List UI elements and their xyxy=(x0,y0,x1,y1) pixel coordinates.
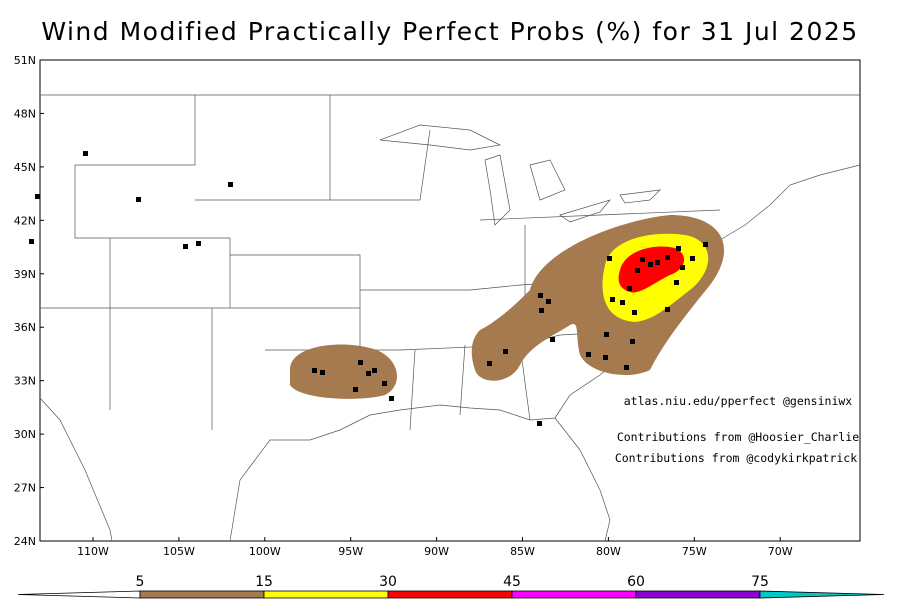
state-lines xyxy=(40,94,860,431)
lon-label: 105W xyxy=(163,545,195,558)
credit: Contributions from @codykirkpatrick xyxy=(615,451,857,465)
credit: Contributions from @Hoosier_Charlie xyxy=(617,430,859,444)
colorbar-segment xyxy=(139,590,265,599)
map-frame xyxy=(39,59,861,542)
title: Wind Modified Practically Perfect Probs … xyxy=(41,17,858,46)
colorbar-label: 60 xyxy=(627,574,645,590)
map xyxy=(29,59,861,542)
storm-reports xyxy=(29,151,708,426)
colorbar-segment xyxy=(511,590,637,599)
colorbar-segment xyxy=(759,590,885,599)
lat-label: 39N xyxy=(14,268,36,281)
lon-label: 110W xyxy=(77,545,109,558)
great-lakes xyxy=(379,124,661,226)
lat-label: 42N xyxy=(14,214,36,227)
lon-label: 100W xyxy=(249,545,281,558)
lat-label: 45N xyxy=(14,161,36,174)
lon-label: 85W xyxy=(510,545,535,558)
lon-label: 80W xyxy=(596,545,621,558)
lon-label: 95W xyxy=(338,545,363,558)
lat-label: 27N xyxy=(14,482,36,495)
lat-label: 51N xyxy=(14,54,36,67)
credit: atlas.niu.edu/pperfect @gensiniwx xyxy=(624,394,853,408)
colorbar-label: 5 xyxy=(136,574,145,590)
lon-label: 70W xyxy=(768,545,793,558)
lat-label: 30N xyxy=(14,428,36,441)
colorbar-segment xyxy=(387,590,513,599)
credits: atlas.niu.edu/pperfect @gensiniwx Contrib… xyxy=(615,394,859,465)
lat-label: 33N xyxy=(14,375,36,388)
contour-5 xyxy=(290,344,397,399)
colorbar-label: 45 xyxy=(503,574,521,590)
colorbar-label: 30 xyxy=(379,574,397,590)
colorbar: 5 15 30 45 60 75 xyxy=(17,574,885,599)
axis-labels: 51N 48N 45N 42N 39N 36N 33N 30N 27N 24N 110W 105W 10… xyxy=(14,54,793,558)
colorbar-label: 15 xyxy=(255,574,273,590)
colorbar-label: 75 xyxy=(751,574,769,590)
lat-label: 24N xyxy=(14,535,36,548)
lon-label: 75W xyxy=(682,545,707,558)
colorbar-segment xyxy=(263,590,389,599)
lon-label: 90W xyxy=(424,545,449,558)
lat-label: 36N xyxy=(14,321,36,334)
colorbar-segment xyxy=(17,590,141,599)
lat-label: 48N xyxy=(14,107,36,120)
colorbar-segment xyxy=(635,590,761,599)
